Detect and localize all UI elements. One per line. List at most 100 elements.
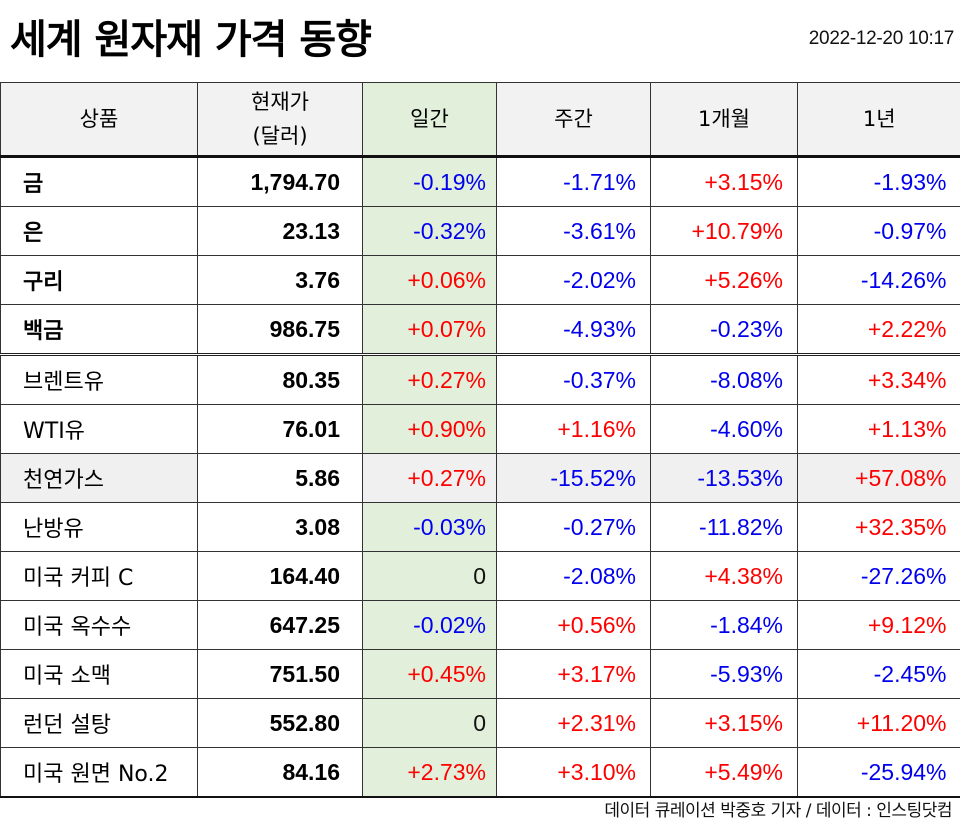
daily-change: +0.27% [362, 354, 497, 405]
current-price: 23.13 [197, 206, 363, 256]
weekly-change: -15.52% [496, 453, 651, 503]
daily-change: +0.07% [362, 304, 497, 356]
yearly-change: +1.13% [797, 404, 960, 454]
product-name: 백금 [0, 304, 198, 356]
product-name: 런던 설탕 [0, 698, 198, 748]
table-row: 은 23.13 -0.32% -3.61% +10.79% -0.97% [0, 206, 960, 256]
column-header-monthly: 1개월 [650, 82, 798, 158]
yearly-change: -0.97% [797, 206, 960, 256]
column-header-price-line2: (달러) [252, 124, 308, 148]
product-name: 구리 [0, 255, 198, 305]
current-price: 647.25 [197, 600, 363, 650]
footer-credit: 데이터 큐레이션 박중호 기자 / 데이터 : 인스팅닷컴 [604, 801, 952, 821]
product-name: 천연가스 [0, 453, 198, 503]
table-header-row: 상품 현재가 (달러) 일간 주간 1개월 1년 [0, 82, 960, 158]
table-row: 브렌트유 80.35 +0.27% -0.37% -8.08% +3.34% [0, 354, 960, 405]
monthly-change: -4.60% [650, 404, 798, 454]
yearly-change: -25.94% [797, 747, 960, 798]
monthly-change: +5.49% [650, 747, 798, 798]
yearly-change: -2.45% [797, 649, 960, 699]
daily-change: -0.02% [362, 600, 497, 650]
column-header-yearly: 1년 [797, 82, 960, 158]
weekly-change: +3.17% [496, 649, 651, 699]
table-row: 미국 원면 No.2 84.16 +2.73% +3.10% +5.49% -25.94% [0, 747, 960, 798]
table-row: WTI유 76.01 +0.90% +1.16% -4.60% +1.13% [0, 404, 960, 454]
yearly-change: -1.93% [797, 156, 960, 207]
weekly-change: -0.37% [496, 354, 651, 405]
weekly-change: -3.61% [496, 206, 651, 256]
product-name: 난방유 [0, 502, 198, 552]
page-title: 세계 원자재 가격 동향 [10, 17, 372, 63]
daily-change: 0 [362, 698, 497, 748]
column-header-product: 상품 [0, 82, 198, 158]
table-row: 백금 986.75 +0.07% -4.93% -0.23% +2.22% [0, 304, 960, 356]
weekly-change: -4.93% [496, 304, 651, 356]
column-header-price: 현재가 (달러) [197, 82, 363, 158]
daily-change: -0.19% [362, 156, 497, 207]
product-name: 미국 원면 No.2 [0, 747, 198, 798]
daily-change: +0.45% [362, 649, 497, 699]
monthly-change: +3.15% [650, 156, 798, 207]
daily-change: -0.03% [362, 502, 497, 552]
product-name: 미국 커피 C [0, 551, 198, 601]
monthly-change: -0.23% [650, 304, 798, 356]
weekly-change: +2.31% [496, 698, 651, 748]
table-row: 미국 옥수수 647.25 -0.02% +0.56% -1.84% +9.12% [0, 600, 960, 650]
monthly-change: -8.08% [650, 354, 798, 405]
current-price: 751.50 [197, 649, 363, 699]
current-price: 986.75 [197, 304, 363, 356]
product-name: 미국 옥수수 [0, 600, 198, 650]
table-row: 구리 3.76 +0.06% -2.02% +5.26% -14.26% [0, 255, 960, 305]
table-row: 천연가스 5.86 +0.27% -15.52% -13.53% +57.08% [0, 453, 960, 503]
commodity-price-table: 상품 현재가 (달러) 일간 주간 1개월 1년 금 1,794.70 -0.19%… [0, 82, 960, 798]
current-price: 552.80 [197, 698, 363, 748]
daily-change: +2.73% [362, 747, 497, 798]
current-price: 164.40 [197, 551, 363, 601]
monthly-change: +5.26% [650, 255, 798, 305]
table-row: 난방유 3.08 -0.03% -0.27% -11.82% +32.35% [0, 502, 960, 552]
yearly-change: -27.26% [797, 551, 960, 601]
product-name: 금 [0, 156, 198, 207]
table-row: 런던 설탕 552.80 0 +2.31% +3.15% +11.20% [0, 698, 960, 748]
monthly-change: +3.15% [650, 698, 798, 748]
current-price: 1,794.70 [197, 156, 363, 207]
current-price: 80.35 [197, 354, 363, 405]
weekly-change: +0.56% [496, 600, 651, 650]
weekly-change: -2.08% [496, 551, 651, 601]
monthly-change: +10.79% [650, 206, 798, 256]
table-row: 금 1,794.70 -0.19% -1.71% +3.15% -1.93% [0, 156, 960, 207]
weekly-change: -2.02% [496, 255, 651, 305]
daily-change: +0.06% [362, 255, 497, 305]
table-row: 미국 소맥 751.50 +0.45% +3.17% -5.93% -2.45% [0, 649, 960, 699]
current-price: 5.86 [197, 453, 363, 503]
yearly-change: +3.34% [797, 354, 960, 405]
column-header-weekly: 주간 [496, 82, 651, 158]
current-price: 76.01 [197, 404, 363, 454]
timestamp: 2022-12-20 10:17 [808, 28, 955, 49]
yearly-change: +9.12% [797, 600, 960, 650]
weekly-change: -0.27% [496, 502, 651, 552]
current-price: 3.08 [197, 502, 363, 552]
yearly-change: +57.08% [797, 453, 960, 503]
weekly-change: +3.10% [496, 747, 651, 798]
yearly-change: +2.22% [797, 304, 960, 356]
table-row: 미국 커피 C 164.40 0 -2.08% +4.38% -27.26% [0, 551, 960, 601]
daily-change: -0.32% [362, 206, 497, 256]
monthly-change: -11.82% [650, 502, 798, 552]
product-name: 미국 소맥 [0, 649, 198, 699]
weekly-change: -1.71% [496, 156, 651, 207]
column-header-daily: 일간 [362, 82, 497, 158]
daily-change: 0 [362, 551, 497, 601]
product-name: 은 [0, 206, 198, 256]
product-name: 브렌트유 [0, 354, 198, 405]
current-price: 3.76 [197, 255, 363, 305]
product-name: WTI유 [0, 404, 198, 454]
monthly-change: +4.38% [650, 551, 798, 601]
current-price: 84.16 [197, 747, 363, 798]
monthly-change: -5.93% [650, 649, 798, 699]
yearly-change: -14.26% [797, 255, 960, 305]
monthly-change: -1.84% [650, 600, 798, 650]
daily-change: +0.27% [362, 453, 497, 503]
weekly-change: +1.16% [496, 404, 651, 454]
daily-change: +0.90% [362, 404, 497, 454]
